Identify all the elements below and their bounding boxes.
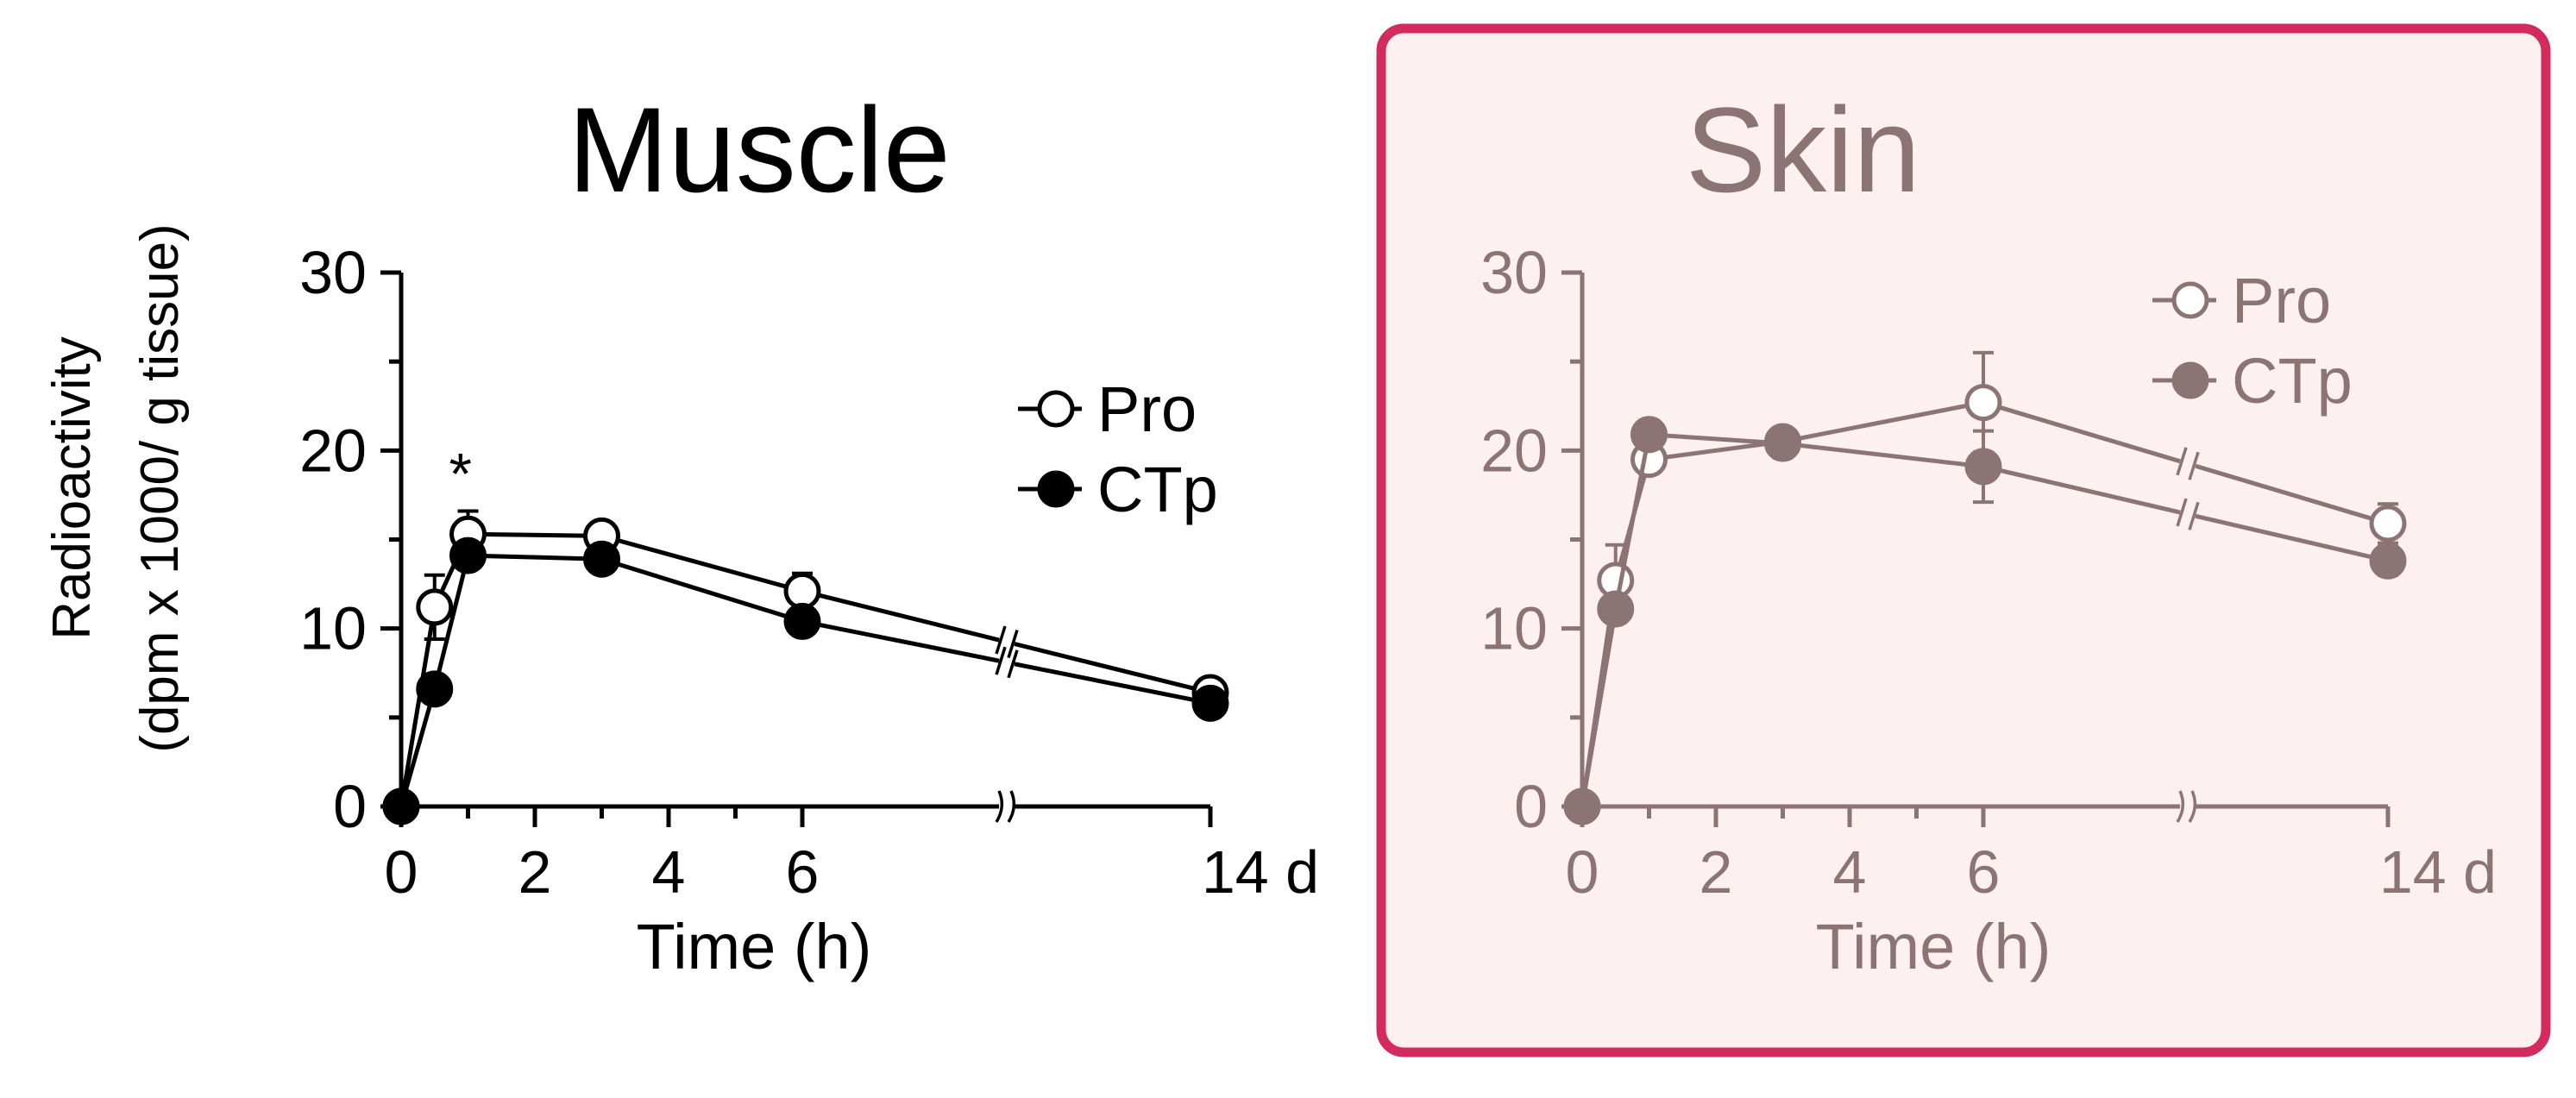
data-point-pro: [2369, 505, 2407, 543]
data-point-ctp: [1964, 448, 2002, 486]
skin-x-axis-label: Time (h): [1816, 911, 2051, 982]
muscle-panel: Muscle 0 10 20 30 0 2 4 6 14 d Time (h) Pro CTp *: [299, 82, 1319, 982]
legend-label-ctp: CTp: [2232, 345, 2353, 417]
series-break-mark: [2176, 447, 2188, 476]
muscle-x-axis-label: Time (h): [637, 911, 872, 982]
skin-x-axis-break-mark: [2188, 790, 2197, 823]
data-point-ctp: [1563, 787, 1601, 825]
series-break-mark: [1007, 649, 1019, 679]
skin-title: Skin: [1686, 82, 1920, 217]
skin-highlight-box: [1376, 23, 2551, 1057]
series-line-ctp: [1580, 432, 2181, 807]
y-axis-label-line1: Radioactivity: [42, 336, 102, 639]
muscle-x-tick-label: 14 d: [1202, 838, 1319, 906]
skin-x-tick-label: 2: [1700, 838, 1733, 906]
legend-label-ctp: CTp: [1097, 454, 1218, 525]
skin-x-axis-break-mark: [2176, 790, 2185, 823]
series-break-mark: [995, 625, 1007, 655]
muscle-x-axis-break-mark: [995, 790, 1004, 823]
data-point-ctp: [1764, 424, 1801, 462]
series-break-mark: [2188, 451, 2200, 480]
muscle-y-tick-label: 20: [299, 417, 367, 484]
legend-marker-pro: [2171, 281, 2209, 319]
series-break-mark: [2188, 501, 2200, 530]
data-point-ctp: [416, 670, 454, 708]
muscle-x-tick-label: 2: [518, 838, 552, 906]
data-point-pro: [783, 572, 821, 610]
muscle-y-tick-label: 0: [333, 773, 367, 840]
significance-asterisk: *: [449, 442, 472, 507]
series-line-pro: [399, 531, 1000, 807]
series-break-mark: [2176, 498, 2188, 527]
data-point-ctp: [1191, 684, 1229, 722]
skin-x-tick-label: 4: [1833, 838, 1867, 906]
series-line-ctp: [399, 553, 1000, 807]
skin-y-tick-label: 20: [1480, 417, 1548, 484]
skin-x-tick-label: 14 d: [2379, 838, 2497, 906]
legend-marker-ctp: [1037, 470, 1075, 508]
skin-y-tick-label: 10: [1480, 595, 1548, 662]
skin-y-tick-label: 30: [1480, 239, 1548, 306]
legend-marker-pro: [1037, 390, 1075, 428]
y-axis-label-line2: (dpm x 1000/ g tissue): [130, 223, 190, 752]
data-point-ctp: [783, 602, 821, 640]
legend-label-pro: Pro: [2232, 265, 2331, 336]
data-point-ctp: [1630, 416, 1668, 454]
muscle-y-tick-label: 30: [299, 239, 367, 306]
series-line-pro-after-break: [2195, 463, 2389, 526]
series-break-mark: [1007, 629, 1019, 659]
series-break-mark: [995, 646, 1007, 675]
skin-x-tick-label: 6: [1967, 838, 2001, 906]
muscle-title: Muscle: [568, 82, 950, 217]
data-point-ctp: [382, 787, 420, 825]
muscle-x-tick-label: 0: [385, 838, 418, 906]
muscle-x-tick-label: 4: [652, 838, 686, 906]
data-point-pro: [1964, 384, 2002, 422]
data-point-ctp: [449, 536, 487, 574]
data-point-ctp: [583, 540, 620, 578]
data-point-ctp: [2369, 542, 2407, 580]
legend-marker-ctp: [2171, 361, 2209, 399]
muscle-x-tick-label: 6: [786, 838, 820, 906]
skin-x-tick-label: 0: [1566, 838, 1599, 906]
y-axis-label: Radioactivity (dpm x 1000/ g tissue): [42, 223, 190, 752]
skin-panel: Skin 0 10 20 30 0 2 4 6 14 d Time (h) Pro CTp: [1480, 82, 2497, 982]
series-line-ctp-after-break: [2195, 513, 2389, 563]
data-point-ctp: [1597, 590, 1635, 628]
data-point-pro: [416, 588, 454, 626]
muscle-x-axis-break-mark: [1007, 790, 1016, 823]
series-line-ctp-after-break: [1014, 662, 1211, 706]
muscle-y-tick-label: 10: [299, 595, 367, 662]
series-line-pro-after-break: [1014, 642, 1211, 695]
skin-y-tick-label: 0: [1514, 773, 1548, 840]
legend-label-pro: Pro: [1097, 373, 1197, 445]
